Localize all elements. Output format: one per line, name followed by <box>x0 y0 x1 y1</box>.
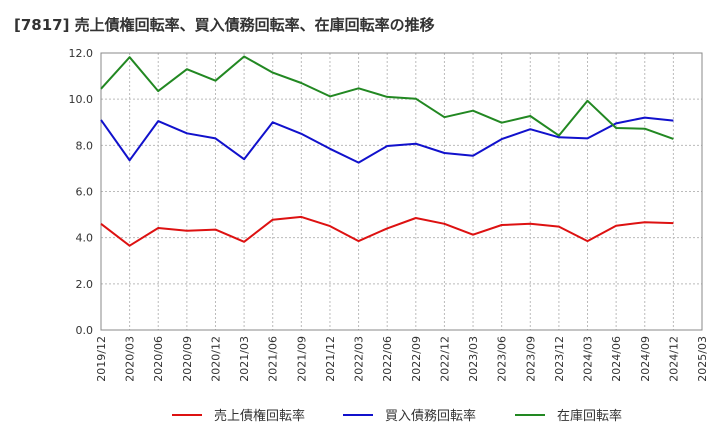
x-tick-label: 2021/09 <box>295 336 308 382</box>
legend-label-2: 買入債務回転率 <box>385 408 476 424</box>
legend: 売上債権回転率 買入債務回転率 在庫回転率 <box>172 408 622 424</box>
x-tick-label: 2024/12 <box>667 336 680 382</box>
x-tick-label: 2021/03 <box>238 336 251 382</box>
x-tick-label: 2022/03 <box>353 336 366 382</box>
series-lines <box>100 55 674 247</box>
x-tick-label: 2022/12 <box>438 336 451 382</box>
series-line-3 <box>100 55 674 140</box>
x-tick-label: 2021/06 <box>267 336 280 382</box>
y-tick-label: 4.0 <box>76 232 94 245</box>
x-tick-label: 2023/03 <box>467 336 480 382</box>
x-tick-label: 2024/09 <box>639 336 652 382</box>
x-tick-label: 2023/09 <box>524 336 537 382</box>
series-line-2 <box>100 116 674 164</box>
grid-lines <box>100 52 703 331</box>
x-tick-label: 2021/12 <box>324 336 337 382</box>
chart-title: [7817] 売上債権回転率、買入債務回転率、在庫回転率の推移 <box>14 16 435 34</box>
x-tick-label: 2020/09 <box>181 336 194 382</box>
x-tick-label: 2020/03 <box>124 336 137 382</box>
legend-label-1: 売上債権回転率 <box>214 408 305 424</box>
series-line-1 <box>100 215 674 247</box>
x-tick-label: 2024/06 <box>610 336 623 382</box>
y-tick-label: 8.0 <box>76 139 94 152</box>
axes <box>100 52 703 331</box>
y-tick-label: 10.0 <box>69 93 94 106</box>
x-tick-label: 2022/09 <box>410 336 423 382</box>
x-tick-label: 2022/06 <box>381 336 394 382</box>
y-tick-label: 2.0 <box>76 278 94 291</box>
y-tick-label: 12.0 <box>69 47 94 60</box>
y-tick-labels: 0.0 2.0 4.0 6.0 8.0 10.0 12.0 <box>69 47 94 337</box>
plot-frame <box>100 52 703 331</box>
x-tick-label: 2025/03 <box>696 336 709 382</box>
x-tick-labels: 2019/12 2020/03 2020/06 2020/09 2020/12 2021/… <box>95 336 709 382</box>
x-tick-label: 2023/12 <box>553 336 566 382</box>
legend-label-3: 在庫回転率 <box>557 408 622 424</box>
y-tick-label: 0.0 <box>76 324 94 337</box>
y-tick-label: 6.0 <box>76 186 94 199</box>
x-tick-label: 2024/03 <box>582 336 595 382</box>
x-tick-label: 2020/06 <box>152 336 165 382</box>
x-tick-label: 2019/12 <box>95 336 108 382</box>
x-tick-label: 2023/06 <box>496 336 509 382</box>
x-tick-label: 2020/12 <box>209 336 222 382</box>
